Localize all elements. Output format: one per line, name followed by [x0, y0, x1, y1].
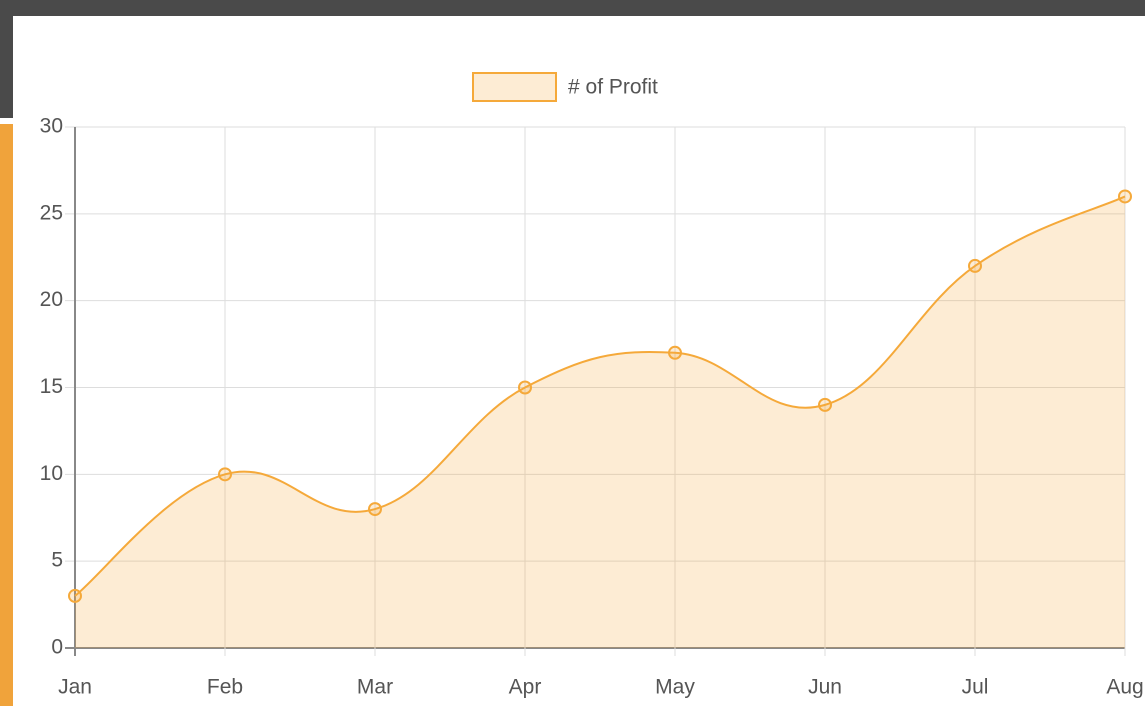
point [968, 258, 982, 273]
point [668, 345, 682, 360]
x-tick-label: Jul [962, 676, 989, 699]
point [518, 380, 532, 395]
y-tick-label: 20 [40, 288, 63, 311]
y-tick-label: 10 [40, 462, 63, 485]
point [368, 502, 382, 517]
point [68, 588, 82, 603]
x-tick-label: Jan [58, 676, 92, 699]
x-tick-label: Aug [1106, 676, 1143, 699]
x-tick-label: Feb [207, 676, 243, 699]
side-bar-accent [0, 124, 13, 706]
y-tick-label: 5 [51, 549, 63, 572]
legend-label: # of Profit [568, 76, 658, 99]
point [218, 467, 232, 482]
y-tick-label: 15 [40, 375, 63, 398]
point [1118, 189, 1132, 204]
y-tick-label: 25 [40, 201, 63, 224]
top-bar [0, 0, 1145, 16]
y-tick-label: 0 [51, 636, 63, 659]
x-tick-label: Apr [509, 676, 542, 699]
x-tick-label: May [655, 676, 695, 699]
side-bar-dark [0, 0, 13, 118]
area [75, 196, 1125, 648]
y-tick-label: 30 [40, 115, 63, 138]
legend-swatch [472, 72, 557, 102]
point [818, 397, 832, 412]
x-tick-label: Jun [808, 676, 842, 699]
x-tick-label: Mar [357, 676, 393, 699]
line [74, 195, 1126, 597]
